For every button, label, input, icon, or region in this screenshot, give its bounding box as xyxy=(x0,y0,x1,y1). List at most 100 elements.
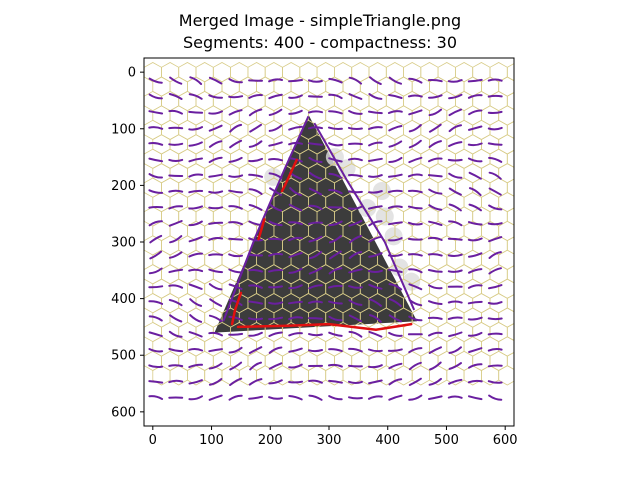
chart-title: Merged Image - simpleTriangle.png xyxy=(178,11,462,30)
stroke-line xyxy=(169,314,183,323)
stroke-line xyxy=(168,109,183,115)
stroke-line xyxy=(348,220,363,227)
stroke-line xyxy=(388,221,403,226)
stroke-line xyxy=(188,252,203,258)
stroke-line xyxy=(208,283,223,291)
stroke-line xyxy=(188,268,204,273)
stroke-line xyxy=(408,77,423,84)
stroke-line xyxy=(427,236,443,241)
stroke-line xyxy=(408,347,423,354)
stroke-line xyxy=(428,377,442,386)
stroke-line xyxy=(248,284,263,289)
stroke-line xyxy=(388,125,403,132)
y-tick-label: 100 xyxy=(111,122,136,137)
segment-cell xyxy=(506,351,514,370)
stroke-line xyxy=(467,221,483,226)
stroke-line xyxy=(229,123,243,133)
stroke-line xyxy=(388,378,403,386)
stroke-line xyxy=(368,205,383,210)
stroke-line xyxy=(368,126,383,130)
stroke-line xyxy=(488,394,503,401)
stroke-line xyxy=(208,173,223,178)
stroke-line xyxy=(428,220,443,226)
stroke-line xyxy=(248,188,263,195)
stroke-line xyxy=(407,237,423,241)
segment-cell xyxy=(506,236,514,255)
stroke-line xyxy=(288,79,303,83)
stroke-line xyxy=(308,156,323,163)
stroke-line xyxy=(288,395,303,401)
stroke-line xyxy=(487,380,503,384)
stroke-line xyxy=(447,253,463,258)
stroke-line xyxy=(208,348,223,353)
stroke-line xyxy=(248,346,263,354)
stroke-line xyxy=(488,236,503,243)
stroke-line xyxy=(188,93,203,100)
stroke-line xyxy=(268,124,283,132)
stroke-line xyxy=(148,348,164,353)
stroke-line xyxy=(268,362,283,370)
stroke-line xyxy=(427,174,443,178)
stroke-line xyxy=(308,250,323,260)
stroke-line xyxy=(308,221,323,225)
segment-cell xyxy=(498,365,514,386)
stroke-line xyxy=(369,76,382,85)
stroke-line xyxy=(348,347,363,353)
stroke-line xyxy=(308,267,323,275)
stroke-line xyxy=(467,157,483,163)
segment-cell xyxy=(516,366,533,385)
stroke-line xyxy=(488,171,502,180)
stroke-line xyxy=(348,235,362,244)
stroke-line xyxy=(447,79,463,83)
stroke-line xyxy=(368,190,383,194)
stroke-line xyxy=(487,78,503,82)
stroke-line xyxy=(169,76,183,85)
stroke-line xyxy=(208,124,223,132)
stroke-line xyxy=(487,126,503,131)
stroke-line xyxy=(487,94,503,98)
stroke-line xyxy=(208,221,224,225)
stroke-line xyxy=(448,362,462,370)
x-tick-label: 600 xyxy=(493,433,518,448)
stroke-line xyxy=(427,78,443,83)
segment-cell xyxy=(506,120,514,139)
stroke-line xyxy=(228,253,243,258)
stroke-line xyxy=(148,77,163,84)
segment-blob xyxy=(358,199,377,218)
stroke-line xyxy=(189,76,203,85)
stroke-line xyxy=(328,142,343,147)
x-tick-label: 0 xyxy=(149,433,157,448)
stroke-line xyxy=(188,236,203,243)
stroke-line xyxy=(248,108,263,117)
stroke-line xyxy=(188,395,203,401)
stroke-line xyxy=(188,363,203,369)
stroke-line xyxy=(148,126,164,130)
stroke-line xyxy=(268,331,283,337)
stroke-line xyxy=(428,346,442,354)
stroke-line xyxy=(248,253,263,257)
stroke-line xyxy=(328,77,343,84)
stroke-line xyxy=(288,284,303,290)
segment-cell xyxy=(506,149,514,168)
segment-cell xyxy=(516,337,533,356)
stroke-line xyxy=(348,205,363,210)
x-tick-label: 200 xyxy=(258,433,283,448)
stroke-line xyxy=(288,300,303,305)
stroke-line xyxy=(388,76,402,85)
stroke-line xyxy=(468,125,483,131)
stroke-line xyxy=(348,380,363,384)
stroke-line xyxy=(168,268,184,274)
stroke-line xyxy=(228,189,243,194)
segment-blob xyxy=(375,207,394,226)
stroke-line xyxy=(447,395,463,399)
stroke-line xyxy=(208,331,223,337)
stroke-line xyxy=(288,109,303,115)
stroke-line xyxy=(168,158,184,162)
stroke-line xyxy=(487,347,503,352)
stroke-line xyxy=(209,298,223,307)
stroke-line xyxy=(429,361,442,371)
stroke-line xyxy=(447,300,463,304)
stroke-line xyxy=(368,348,383,353)
stroke-line xyxy=(368,395,383,400)
stroke-line xyxy=(308,126,323,130)
